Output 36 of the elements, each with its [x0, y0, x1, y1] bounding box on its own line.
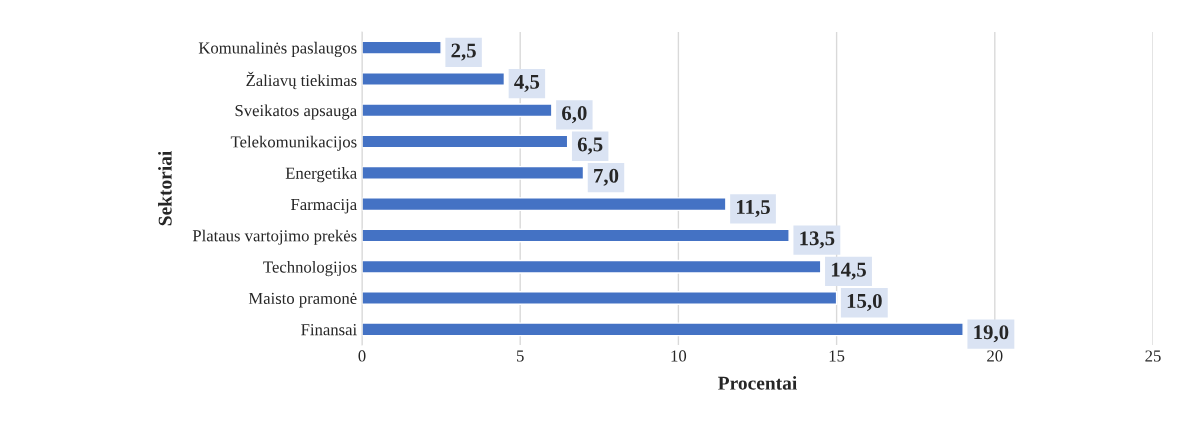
y-tick-label: Komunalinės paslaugos [198, 41, 357, 58]
data-label: 19,0 [974, 325, 1009, 343]
bar [362, 40, 442, 55]
y-tick-label: Finansai [301, 324, 357, 336]
x-tick-label: 15 [829, 350, 845, 362]
data-label: 6,0 [562, 106, 587, 124]
data-label: 4,5 [514, 74, 540, 92]
y-tick-label: Žaliavų tiekimas [246, 71, 357, 90]
x-tick-label: 0 [358, 350, 366, 362]
y-tick-label: Farmacija [290, 198, 357, 214]
data-label: 14,5 [831, 262, 866, 280]
data-label: 7,0 [594, 168, 619, 186]
bar [362, 228, 790, 243]
y-tick-label: Technologijos [263, 260, 357, 277]
y-tick-label: Energetika [285, 167, 357, 183]
data-label: 15,0 [847, 293, 882, 311]
bar [362, 322, 964, 337]
data-label: 6,5 [577, 137, 603, 155]
bar [362, 291, 838, 306]
bar [362, 259, 822, 274]
data-label: 11,5 [737, 200, 770, 218]
bar [362, 134, 569, 149]
x-axis-title: Procentai [718, 376, 797, 390]
y-tick-label: Telekomunikacijos [230, 135, 357, 151]
x-tick-label: 5 [517, 350, 524, 362]
bar [362, 197, 727, 212]
y-tick-label: Maisto pramonė [248, 292, 357, 308]
data-label: 13,5 [800, 231, 835, 249]
x-tick-label: 20 [987, 350, 1003, 362]
x-tick-label: 10 [671, 350, 687, 362]
y-tick-label: Plataus vartojimo prekės [192, 229, 357, 245]
bar [362, 103, 553, 118]
data-label: 2,5 [451, 43, 476, 61]
y-axis-title: Sektoriai [158, 150, 172, 226]
y-tick-label: Sveikatos apsauga [235, 104, 357, 120]
x-tick-label: 25 [1145, 350, 1161, 362]
